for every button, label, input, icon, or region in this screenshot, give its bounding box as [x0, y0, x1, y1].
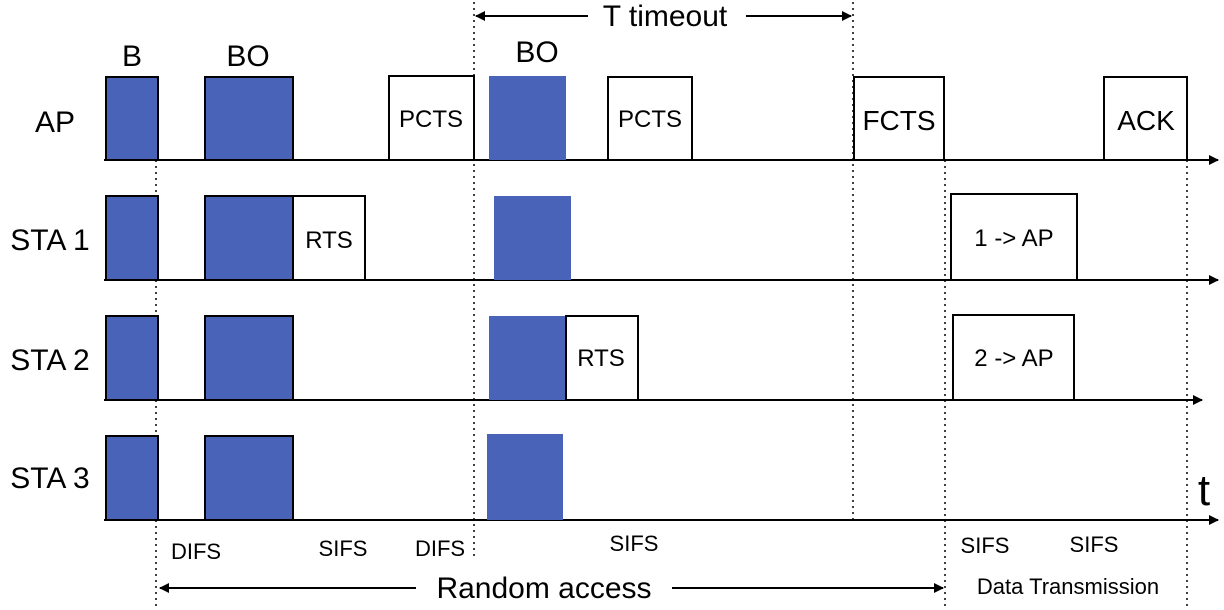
sta3-backoff-block-2 [487, 434, 563, 520]
row-label-sta3: STA 3 [10, 462, 89, 495]
sta3-beacon-block [105, 435, 159, 521]
sta1-rts-frame [292, 195, 366, 281]
sta1-data-label: 1 -> AP [974, 225, 1053, 252]
sta1-backoff-block-1 [204, 195, 294, 281]
ap-pcts-frame-2 [607, 76, 693, 161]
ap-ack-frame [1103, 76, 1188, 161]
sta2-beacon-block [105, 315, 159, 401]
sta2-backoff-block-1 [204, 315, 294, 401]
row-label-ap: AP [35, 106, 75, 139]
sifs-label-4: SIFS [1070, 532, 1119, 557]
sta3-backoff-block-1 [204, 435, 294, 521]
ap-backoff-block-1 [204, 76, 294, 161]
sta1-backoff-block-2 [494, 196, 571, 280]
ap-pcts-label-2: PCTS [618, 106, 682, 133]
sta1-beacon-block [105, 195, 159, 281]
ap-pcts-label-1: PCTS [399, 106, 463, 133]
random-access-label: Random access [436, 572, 651, 605]
ap-beacon-block [105, 76, 159, 161]
sta2-rts-frame [565, 315, 639, 401]
sta1-data-frame [950, 193, 1078, 281]
ap-ack-label: ACK [1117, 105, 1175, 136]
sta2-data-frame [952, 314, 1075, 401]
ap-backoff-block-2 [489, 76, 566, 160]
ap-fcts-frame [853, 76, 945, 161]
row-label-sta2: STA 2 [10, 344, 89, 377]
row-label-sta1: STA 1 [10, 224, 89, 257]
sta2-backoff-block-2 [489, 316, 566, 400]
timeout-label: T timeout [603, 0, 728, 33]
difs-label-2: DIFS [415, 536, 465, 561]
backoff-label-2: BO [515, 36, 558, 69]
sta2-data-label: 2 -> AP [974, 345, 1053, 372]
sifs-label-1: SIFS [319, 536, 368, 561]
ap-fcts-label: FCTS [862, 105, 935, 136]
sta1-rts-label: RTS [305, 227, 353, 254]
ap-pcts-frame-1 [388, 75, 475, 161]
data-transmission-label: Data Transmission [977, 574, 1159, 599]
sifs-label-2: SIFS [610, 531, 659, 556]
sifs-label-3: SIFS [961, 533, 1010, 558]
backoff-label-1: BO [226, 40, 269, 73]
sta2-rts-label: RTS [577, 345, 625, 372]
beacon-label: B [122, 40, 142, 73]
time-axis-symbol: t [1198, 466, 1210, 515]
difs-label-1: DIFS [171, 539, 221, 564]
